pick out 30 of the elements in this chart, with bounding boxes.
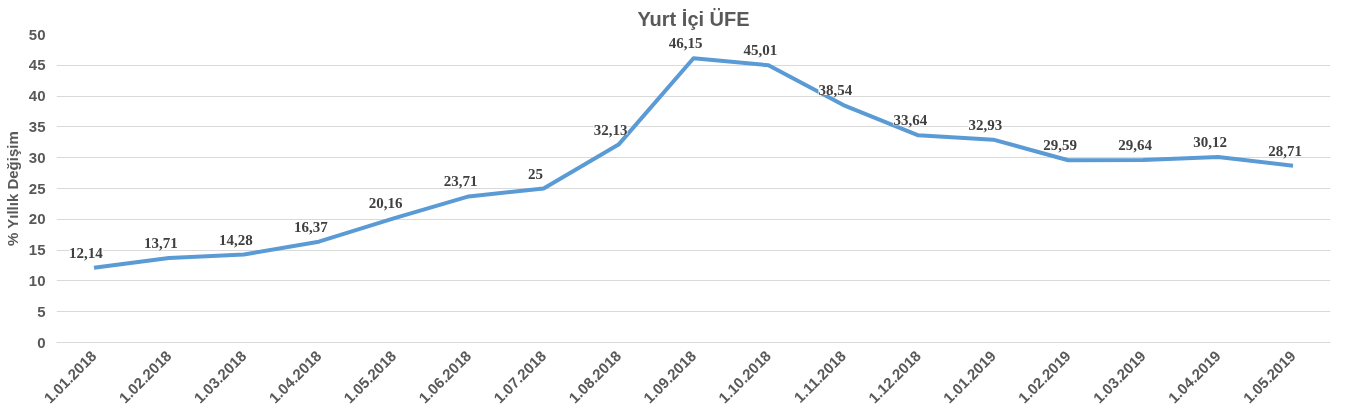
y-tick-label: 35: [28, 117, 46, 135]
data-label: 23,71: [443, 173, 478, 190]
data-label: 38,54: [818, 82, 853, 99]
y-tick-label: 45: [28, 56, 46, 74]
y-axis-title: % Yıllık Değişim: [3, 131, 21, 247]
y-tick-label: 30: [28, 148, 46, 166]
chart-title: Yurt İçi ÜFE: [637, 7, 750, 30]
data-label: 29,59: [1043, 137, 1078, 154]
data-label: 30,12: [1193, 133, 1227, 150]
data-label: 20,16: [368, 195, 404, 212]
data-label: 33,64: [893, 112, 928, 129]
data-label: 32,93: [968, 116, 1003, 133]
y-tick-label: 15: [28, 241, 46, 259]
y-tick-label: 50: [28, 25, 46, 43]
data-label: 13,71: [144, 235, 178, 252]
data-label: 14,28: [218, 231, 253, 248]
data-label: 12,14: [69, 244, 104, 261]
data-label: 29,64: [1118, 136, 1153, 153]
data-label: 32,13: [593, 121, 628, 138]
data-label: 16,37: [293, 218, 329, 235]
y-tick-label: 10: [28, 271, 46, 289]
y-tick-label: 0: [37, 333, 46, 351]
y-tick-label: 5: [37, 302, 46, 320]
data-label: 25: [528, 165, 544, 182]
data-label: 45,01: [743, 42, 778, 59]
data-label: 46,15: [668, 35, 703, 52]
data-label: 28,71: [1268, 142, 1302, 159]
y-tick-label: 25: [28, 179, 46, 197]
y-tick-label: 20: [28, 210, 46, 228]
y-tick-label: 40: [28, 87, 46, 105]
